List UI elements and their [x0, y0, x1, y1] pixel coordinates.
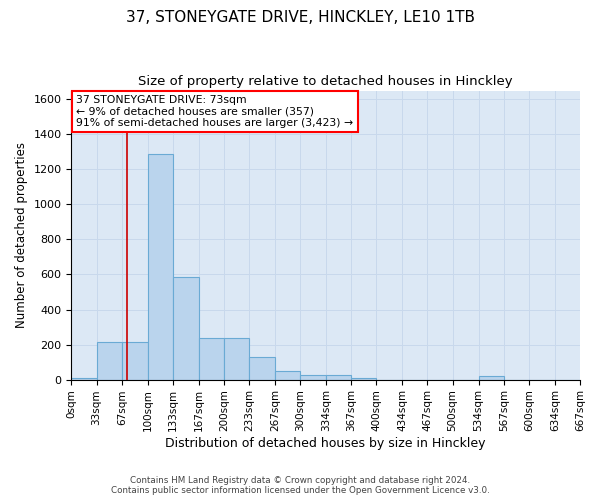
Y-axis label: Number of detached properties: Number of detached properties: [15, 142, 28, 328]
Text: 37 STONEYGATE DRIVE: 73sqm
← 9% of detached houses are smaller (357)
91% of semi: 37 STONEYGATE DRIVE: 73sqm ← 9% of detac…: [76, 95, 353, 128]
Bar: [326, 375, 351, 380]
Bar: [249, 357, 275, 380]
Title: Size of property relative to detached houses in Hinckley: Size of property relative to detached ho…: [139, 75, 513, 88]
Bar: [300, 374, 326, 380]
Bar: [122, 342, 148, 380]
Bar: [224, 338, 249, 380]
X-axis label: Distribution of detached houses by size in Hinckley: Distribution of detached houses by size …: [166, 437, 486, 450]
Bar: [71, 378, 97, 380]
Bar: [479, 376, 504, 380]
Bar: [173, 277, 199, 380]
Bar: [97, 342, 122, 380]
Text: Contains HM Land Registry data © Crown copyright and database right 2024.
Contai: Contains HM Land Registry data © Crown c…: [110, 476, 490, 495]
Bar: [199, 338, 224, 380]
Bar: [275, 371, 300, 380]
Text: 37, STONEYGATE DRIVE, HINCKLEY, LE10 1TB: 37, STONEYGATE DRIVE, HINCKLEY, LE10 1TB: [125, 10, 475, 25]
Bar: [148, 154, 173, 380]
Bar: [351, 378, 376, 380]
